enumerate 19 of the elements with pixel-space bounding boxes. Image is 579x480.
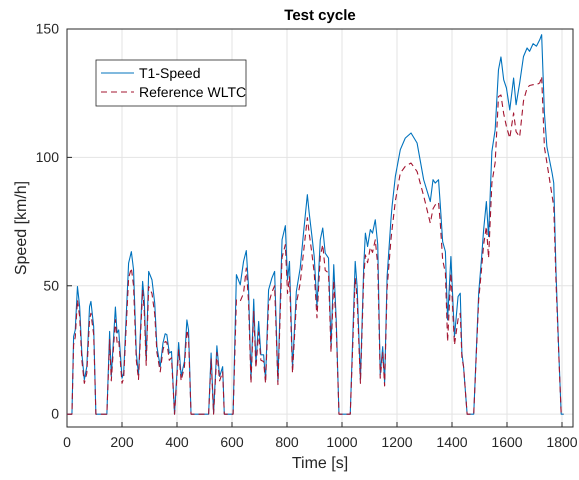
y-tick-label: 100 — [36, 148, 60, 165]
legend-label: Reference WLTC — [139, 84, 246, 100]
y-tick-label: 150 — [36, 20, 60, 36]
x-tick-label: 1400 — [436, 434, 468, 450]
x-tick-label: 1800 — [546, 434, 578, 450]
x-tick-label: 800 — [275, 434, 299, 450]
y-tick-label: 0 — [51, 406, 60, 422]
x-tick-label: 400 — [165, 434, 189, 450]
y-axis-title: Speed [km/h] — [13, 180, 30, 276]
x-tick-label: 1600 — [491, 434, 523, 450]
x-tick-label: 1000 — [326, 434, 358, 450]
x-axis-title: Time [s] — [292, 455, 348, 472]
legend-label: T1-Speed — [139, 65, 200, 81]
x-tick-label: 200 — [110, 434, 134, 450]
chart-title: Test cycle — [284, 7, 356, 24]
y-tick-label: 50 — [43, 277, 60, 294]
x-tick-label: 1200 — [381, 434, 413, 450]
x-tick-label: 600 — [220, 434, 244, 450]
x-tick-label: 0 — [63, 434, 72, 450]
